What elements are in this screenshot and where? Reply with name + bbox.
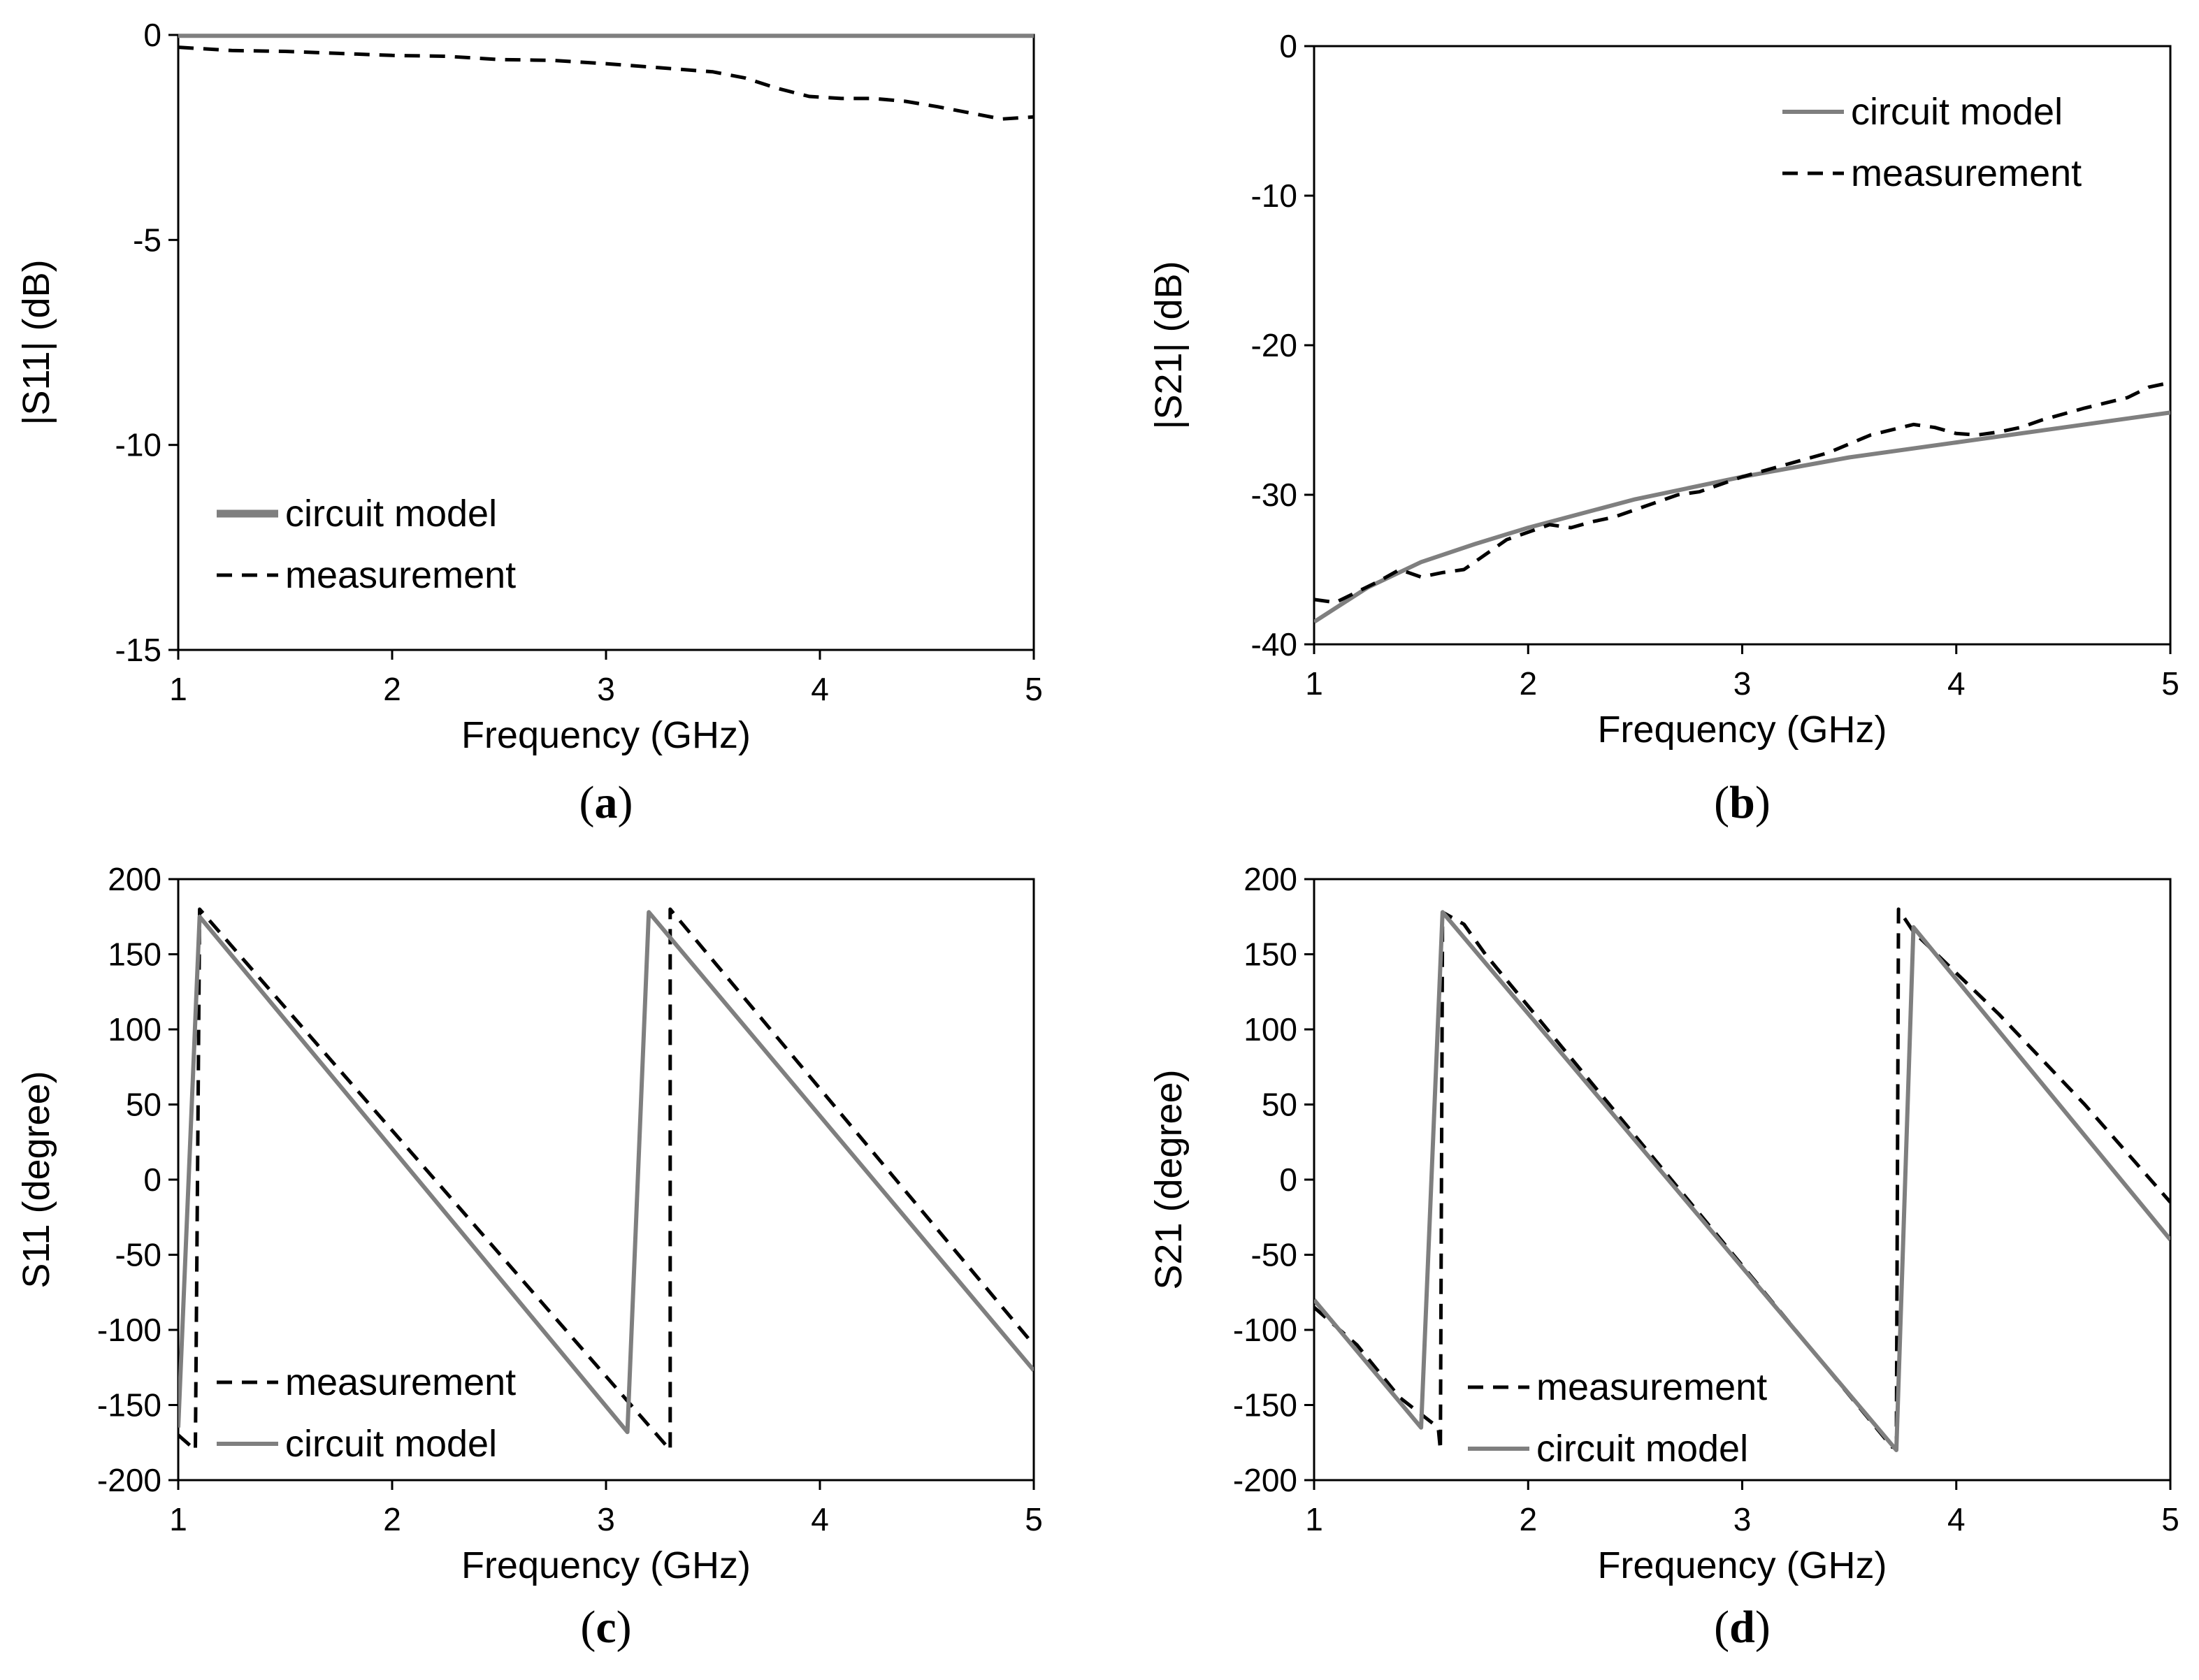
y-tick-label: 0	[143, 17, 161, 53]
y-tick-label: -50	[115, 1237, 161, 1273]
legend-label: circuit model	[1851, 91, 2063, 133]
y-tick-label: 150	[108, 936, 161, 973]
y-tick-label: -30	[1251, 477, 1297, 513]
x-tick-label: 1	[1305, 665, 1323, 702]
x-tick-label: 4	[1947, 1501, 1966, 1537]
y-tick-label: 200	[108, 861, 161, 897]
y-tick-label: -150	[1233, 1387, 1297, 1424]
x-tick-label: 4	[1947, 665, 1966, 702]
y-tick-label: 100	[108, 1011, 161, 1048]
series-measurement	[178, 907, 1034, 1452]
y-tick-label: 0	[1279, 1161, 1297, 1198]
x-tick-label: 3	[1733, 1501, 1752, 1537]
panel-d: 1 2 3 4 5 200 150 100 50 0 -50 -100 -150 -200 Frequenc…	[1148, 861, 2179, 1653]
legend-label: circuit model	[285, 1423, 497, 1465]
x-tick-label: 2	[1519, 665, 1537, 702]
y-tick-label: -10	[115, 427, 161, 463]
x-tick-label: 1	[169, 1501, 187, 1537]
x-tick-label: 1	[169, 671, 187, 707]
x-tick-label: 4	[811, 671, 829, 707]
x-axis-label: Frequency (GHz)	[461, 714, 751, 756]
panel-a: 1 2 3 4 5 0 -5 -10 -15 Frequency (GHz) |S11| (dB) c…	[15, 17, 1043, 828]
legend: circuit model measurement	[217, 493, 516, 596]
legend: circuit model measurement	[1782, 91, 2082, 194]
y-axis-label: |S21| (dB)	[1148, 261, 1190, 429]
legend: measurement circuit model	[217, 1361, 516, 1465]
legend: measurement circuit model	[1468, 1366, 1767, 1470]
x-axis-label: Frequency (GHz)	[1597, 1544, 1887, 1586]
x-tick-label: 2	[1519, 1501, 1537, 1537]
y-tick-label: -100	[1233, 1312, 1297, 1348]
legend-label: measurement	[285, 554, 516, 596]
series-measurement	[1314, 907, 2170, 1452]
y-tick-label: 200	[1243, 861, 1297, 897]
x-tick-label: 2	[383, 671, 401, 707]
series-circuit-model	[1314, 410, 2170, 624]
y-tick-label: -200	[1233, 1462, 1297, 1498]
series-measurement	[178, 45, 1034, 121]
y-tick-label: -100	[97, 1312, 161, 1348]
series-circuit-model	[1314, 910, 2170, 1452]
y-tick-label: -200	[97, 1462, 161, 1498]
x-tick-label: 3	[597, 1501, 615, 1537]
x-tick-label: 5	[2161, 1501, 2179, 1537]
y-tick-label: -20	[1251, 327, 1297, 363]
y-tick-label: -40	[1251, 626, 1297, 662]
series-measurement	[1314, 381, 2170, 604]
legend-label: measurement	[1536, 1366, 1767, 1408]
legend-label: measurement	[285, 1361, 516, 1403]
panel-label: (a)	[579, 777, 633, 828]
legend-label: circuit model	[285, 493, 497, 535]
panel-c: 1 2 3 4 5 200 150 100 50 0 -50 -100 -150 -200 Frequenc…	[15, 861, 1043, 1653]
y-tick-label: 150	[1243, 936, 1297, 973]
x-axis-label: Frequency (GHz)	[1597, 709, 1887, 751]
y-tick-label: -150	[97, 1387, 161, 1424]
panel-label: (b)	[1714, 777, 1771, 828]
legend-label: measurement	[1851, 152, 2082, 194]
y-tick-label: 0	[1279, 28, 1297, 64]
x-tick-label: 1	[1305, 1501, 1323, 1537]
y-tick-label: -15	[115, 632, 161, 668]
y-axis-label: S11 (degree)	[15, 1071, 57, 1288]
panel-label: (c)	[580, 1602, 631, 1653]
panel-label: (d)	[1714, 1602, 1771, 1653]
y-tick-label: 0	[143, 1161, 161, 1198]
x-tick-label: 4	[811, 1501, 829, 1537]
y-axis-label: S21 (degree)	[1148, 1069, 1190, 1289]
x-axis-label: Frequency (GHz)	[461, 1544, 751, 1586]
legend-label: circuit model	[1536, 1428, 1748, 1470]
panel-b: 1 2 3 4 5 0 -10 -20 -30 -40 Frequency (GHz) |S21| (…	[1148, 28, 2179, 828]
y-axis-label: |S11| (dB)	[15, 259, 57, 425]
x-tick-label: 5	[2161, 665, 2179, 702]
x-tick-label: 3	[597, 671, 615, 707]
x-tick-label: 5	[1025, 671, 1043, 707]
y-tick-label: 50	[1262, 1087, 1297, 1123]
y-tick-label: -5	[133, 222, 161, 258]
y-tick-label: -10	[1251, 178, 1297, 214]
y-tick-label: 50	[126, 1087, 161, 1123]
x-tick-label: 2	[383, 1501, 401, 1537]
series-circuit-model	[178, 910, 1034, 1435]
y-tick-label: -50	[1251, 1237, 1297, 1273]
y-tick-label: 100	[1243, 1011, 1297, 1048]
x-tick-label: 3	[1733, 665, 1752, 702]
x-tick-label: 5	[1025, 1501, 1043, 1537]
